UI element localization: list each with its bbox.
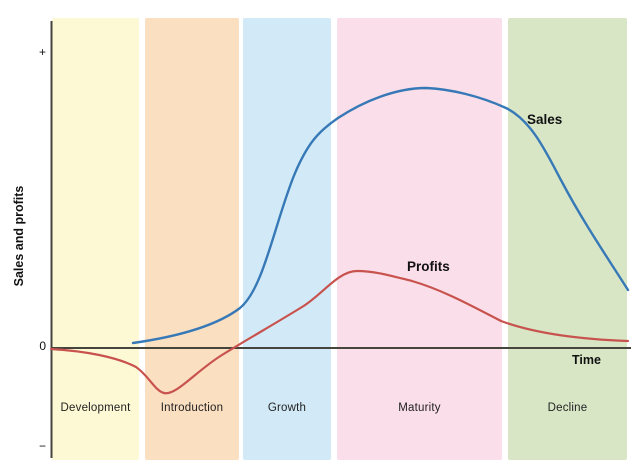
stage-label-decline: Decline <box>547 402 588 414</box>
y-tick-minus: − <box>38 439 46 453</box>
stage-band-development <box>52 18 139 460</box>
stage-band-decline <box>508 18 627 460</box>
stage-label-development: Development <box>60 402 131 414</box>
stage-band-introduction <box>145 18 239 460</box>
stage-label-introduction: Introduction <box>160 402 224 414</box>
y-axis-title: Sales and profits <box>12 185 26 287</box>
sales-series-label: Sales <box>527 112 563 127</box>
stage-label-growth: Growth <box>267 402 307 414</box>
stage-band-growth <box>243 18 331 460</box>
y-tick-zero: 0 <box>39 339 46 353</box>
x-axis-title: Time <box>572 353 601 367</box>
profits-series-label: Profits <box>407 259 450 274</box>
stage-label-maturity: Maturity <box>398 402 441 414</box>
stage-band-maturity <box>337 18 502 460</box>
sales-curve <box>131 86 630 345</box>
profits-curve <box>49 269 630 395</box>
y-tick-plus: + <box>38 45 46 59</box>
